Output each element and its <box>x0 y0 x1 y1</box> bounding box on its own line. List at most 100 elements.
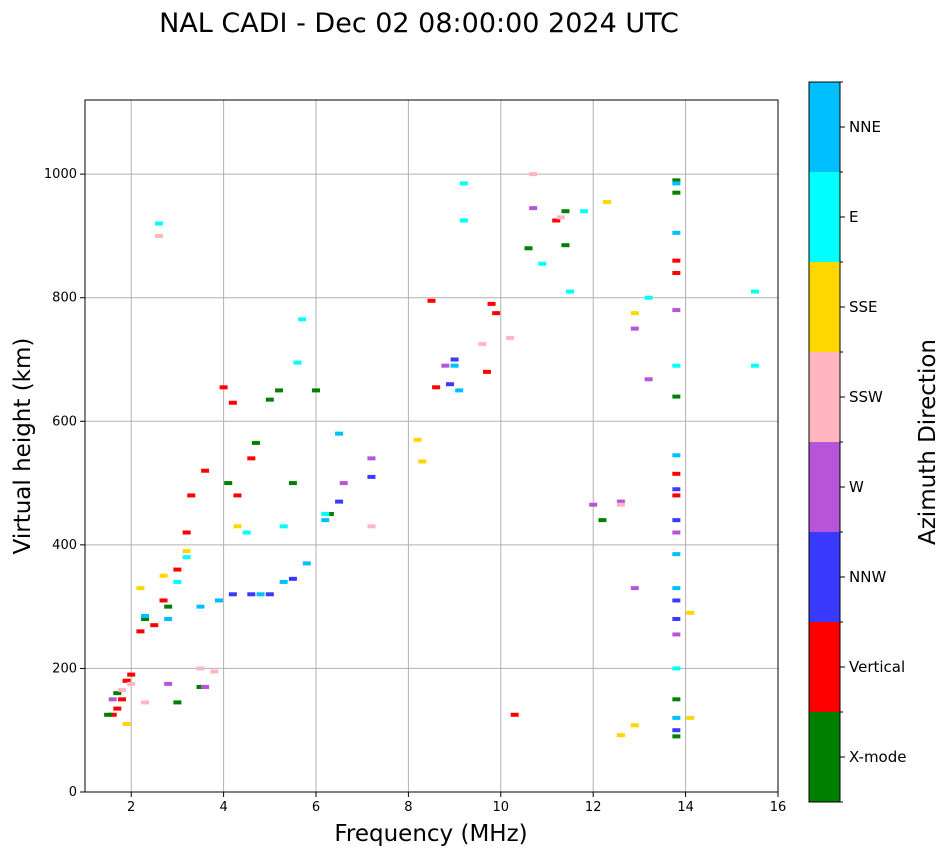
colorbar-segment <box>809 712 840 802</box>
colorbar-label: Azimuth Direction <box>915 339 941 545</box>
data-point <box>302 561 311 566</box>
series-e <box>154 181 759 671</box>
series-nne <box>141 181 681 720</box>
data-point <box>672 453 681 458</box>
data-point <box>750 363 759 368</box>
colorbar-segment <box>809 172 840 262</box>
y-tick-label: 600 <box>52 414 77 429</box>
y-tick-label: 1000 <box>44 167 77 182</box>
x-tick-label: 10 <box>493 800 510 815</box>
data-point <box>288 576 297 581</box>
data-point <box>141 617 150 621</box>
data-point <box>672 178 681 183</box>
data-point <box>113 706 122 711</box>
data-point <box>482 369 491 374</box>
data-point <box>279 579 288 584</box>
x-axis-label: Frequency (MHz) <box>334 821 527 847</box>
x-tick-label: 14 <box>677 800 694 815</box>
data-point <box>251 440 260 445</box>
data-point <box>141 613 150 618</box>
data-point <box>644 377 653 382</box>
plot-area <box>85 100 778 792</box>
data-point <box>275 388 284 393</box>
data-point <box>455 388 464 393</box>
data-point <box>478 342 487 347</box>
data-point <box>164 681 173 686</box>
data-point <box>524 246 533 251</box>
data-point <box>686 610 695 615</box>
data-point <box>228 592 237 597</box>
data-point <box>672 181 681 186</box>
data-point <box>122 722 131 727</box>
data-point <box>616 499 625 504</box>
colorbar-tick-label: Vertical <box>849 658 905 676</box>
x-tick-label: 8 <box>404 800 412 815</box>
chart-title: NAL CADI - Dec 02 08:00:00 2024 UTC <box>159 8 679 39</box>
data-point <box>127 681 136 686</box>
data-point <box>279 524 288 529</box>
data-point <box>117 688 126 693</box>
data-point <box>288 481 297 486</box>
data-point <box>117 697 126 702</box>
colorbar-segment <box>809 262 840 352</box>
data-point <box>561 209 570 214</box>
colorbar-tick-label: NNE <box>849 118 881 136</box>
x-axis-ticks: 2 4 6 8 10 12 14 16 <box>127 792 786 815</box>
data-point <box>136 629 145 634</box>
data-point <box>210 669 219 674</box>
data-point <box>182 530 191 535</box>
series-x-mode <box>104 178 681 739</box>
data-point <box>201 468 210 473</box>
data-point <box>672 258 681 263</box>
data-point <box>672 518 681 523</box>
series-vertical <box>108 218 681 717</box>
data-point <box>510 712 519 717</box>
data-point <box>598 518 607 523</box>
data-point <box>750 289 759 294</box>
colorbar-segment <box>809 352 840 442</box>
y-axis-ticks: 0 200 400 600 800 1000 <box>44 167 85 800</box>
data-point <box>445 382 454 387</box>
data-point <box>672 530 681 535</box>
data-point <box>672 493 681 498</box>
data-point <box>173 700 182 705</box>
data-point <box>672 394 681 399</box>
colorbar-tick-label: W <box>849 478 864 496</box>
x-tick-label: 12 <box>585 800 602 815</box>
data-point <box>672 715 681 720</box>
data-point <box>672 487 681 492</box>
data-point <box>265 592 274 597</box>
data-point <box>579 209 588 214</box>
data-point <box>154 221 163 226</box>
series-ssw <box>117 172 625 705</box>
data-point <box>630 723 639 728</box>
data-point <box>256 592 265 597</box>
y-tick-label: 0 <box>69 785 77 800</box>
data-point <box>219 385 228 390</box>
data-point <box>566 289 575 294</box>
data-point <box>242 530 251 535</box>
data-point <box>339 481 348 486</box>
data-point <box>672 271 681 275</box>
data-point <box>201 684 210 689</box>
data-point <box>321 518 330 523</box>
data-point <box>672 363 681 368</box>
data-point <box>265 397 274 402</box>
data-point <box>182 549 191 554</box>
colorbar-segment <box>809 532 840 622</box>
data-point <box>672 666 681 671</box>
data-point <box>672 308 681 313</box>
x-tick-label: 2 <box>127 800 135 815</box>
data-point <box>492 311 501 316</box>
data-point <box>450 363 459 368</box>
data-point <box>214 598 223 603</box>
colorbar-tick-label: SSW <box>849 388 883 406</box>
x-tick-label: 16 <box>770 800 787 815</box>
data-point <box>141 700 150 705</box>
grid-lines <box>85 100 779 793</box>
data-point <box>159 598 168 603</box>
data-point <box>506 335 515 340</box>
data-point <box>298 317 307 322</box>
series-nnw <box>228 357 681 733</box>
data-point <box>413 437 422 442</box>
